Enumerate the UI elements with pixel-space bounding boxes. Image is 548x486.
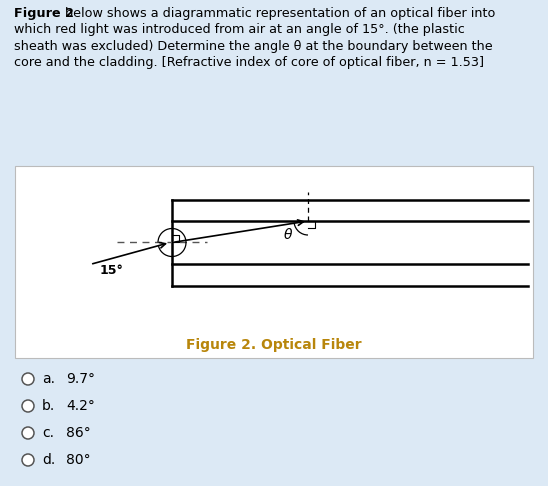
Circle shape xyxy=(22,400,34,412)
Circle shape xyxy=(22,427,34,439)
Text: Figure 2: Figure 2 xyxy=(14,7,74,20)
Text: d.: d. xyxy=(42,453,55,467)
Text: sheath was excluded) Determine the angle θ at the boundary between the: sheath was excluded) Determine the angle… xyxy=(14,40,493,53)
Circle shape xyxy=(22,454,34,466)
Text: a.: a. xyxy=(42,372,55,386)
Text: b.: b. xyxy=(42,399,55,413)
Text: which red light was introduced from air at an angle of 15°. (the plastic: which red light was introduced from air … xyxy=(14,23,465,36)
Text: 15°: 15° xyxy=(100,264,124,277)
Text: Figure 2. Optical Fiber: Figure 2. Optical Fiber xyxy=(186,338,362,352)
Text: 4.2°: 4.2° xyxy=(66,399,95,413)
Text: θ: θ xyxy=(284,228,293,242)
Text: below shows a diagrammatic representation of an optical fiber into: below shows a diagrammatic representatio… xyxy=(61,7,495,20)
Text: c.: c. xyxy=(42,426,54,440)
Circle shape xyxy=(22,373,34,385)
Text: 9.7°: 9.7° xyxy=(66,372,95,386)
Text: 80°: 80° xyxy=(66,453,90,467)
Bar xyxy=(15,166,533,358)
Text: 86°: 86° xyxy=(66,426,91,440)
Text: core and the cladding. [Refractive index of core of optical fiber, n = 1.53]: core and the cladding. [Refractive index… xyxy=(14,56,484,69)
